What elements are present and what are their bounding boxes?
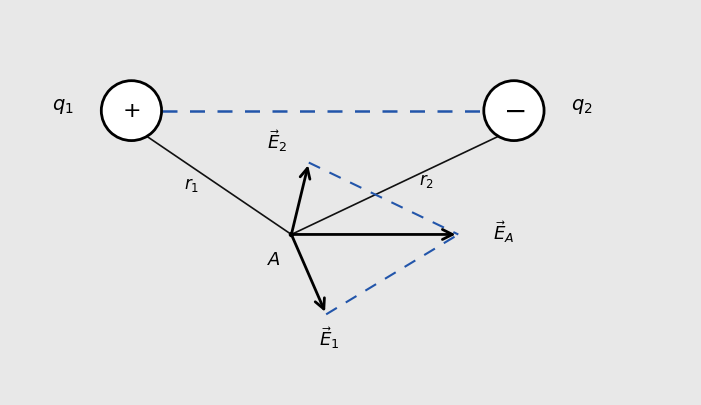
Text: $r_2$: $r_2$ <box>419 172 434 190</box>
Text: $A$: $A$ <box>267 252 281 269</box>
Text: $q_{\mathit{2}}$: $q_{\mathit{2}}$ <box>571 97 593 116</box>
Text: $-$: $-$ <box>503 97 525 125</box>
Text: $+$: $+$ <box>122 100 141 121</box>
Text: $\vec{E}_1$: $\vec{E}_1$ <box>320 325 340 351</box>
Ellipse shape <box>484 81 544 141</box>
Ellipse shape <box>102 81 161 141</box>
Text: $q_{\mathit{1}}$: $q_{\mathit{1}}$ <box>52 97 74 116</box>
Text: $\vec{E}_A$: $\vec{E}_A$ <box>493 220 514 245</box>
Text: $r_1$: $r_1$ <box>184 176 198 194</box>
Text: $\vec{E}_2$: $\vec{E}_2$ <box>267 128 287 153</box>
